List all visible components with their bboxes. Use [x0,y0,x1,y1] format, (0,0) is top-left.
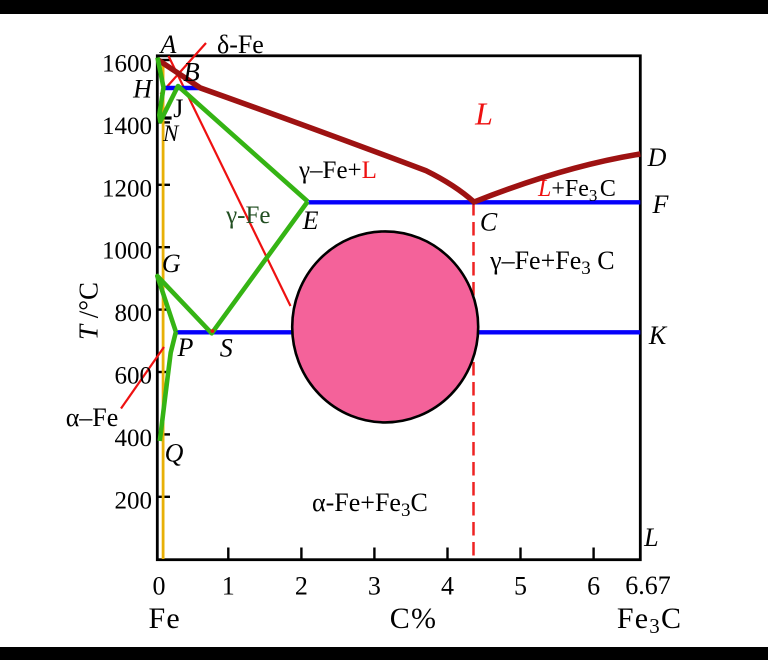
svg-text:5: 5 [514,572,527,601]
svg-text:0: 0 [153,572,166,601]
svg-text:N: N [162,121,180,146]
svg-text:800: 800 [115,300,153,327]
svg-text:C: C [480,208,498,237]
svg-text:F: F [651,190,669,219]
svg-text:400: 400 [115,425,153,452]
svg-text:P: P [176,333,193,362]
svg-text:γ–Fe+Fe3 C: γ–Fe+Fe3 C [489,246,614,279]
svg-text:6: 6 [587,572,600,601]
svg-text:T /°C: T /°C [74,282,104,340]
svg-text:α–Fe: α–Fe [66,403,119,432]
svg-text:D: D [647,143,667,172]
svg-text:J: J [173,94,183,123]
svg-text:γ-Fe: γ-Fe [225,202,270,229]
svg-text:G: G [162,249,181,278]
svg-text:B: B [183,57,200,87]
svg-text:1: 1 [222,572,235,601]
svg-text:δ-Fe: δ-Fe [217,30,264,59]
svg-text:Q: Q [165,439,184,468]
svg-text:Fe3C: Fe3C [617,602,682,638]
svg-text:1400: 1400 [102,113,152,140]
svg-text:1000: 1000 [102,238,152,265]
svg-text:L+Fe3C: L+Fe3 C [537,176,616,205]
svg-text:C%: C% [390,602,437,635]
svg-text:A: A [159,30,177,59]
svg-text:E: E [302,206,319,235]
svg-text:Fe: Fe [148,602,180,635]
svg-text:L: L [643,523,658,552]
svg-text:600: 600 [115,363,153,390]
svg-text:3: 3 [368,572,381,601]
svg-text:α-Fe+Fe3C: α-Fe+Fe3C [312,488,428,521]
svg-text:S: S [220,334,233,363]
svg-text:6.67: 6.67 [625,571,671,600]
svg-text:1600: 1600 [102,51,152,78]
svg-text:200: 200 [115,487,153,514]
svg-text:1200: 1200 [102,175,152,202]
svg-text:K: K [648,321,668,350]
svg-text:γ–Fe+L: γ–Fe+L [298,157,377,184]
svg-text:2: 2 [295,572,308,601]
svg-text:L: L [474,96,493,132]
svg-text:4: 4 [441,572,454,601]
svg-text:H: H [132,75,153,104]
